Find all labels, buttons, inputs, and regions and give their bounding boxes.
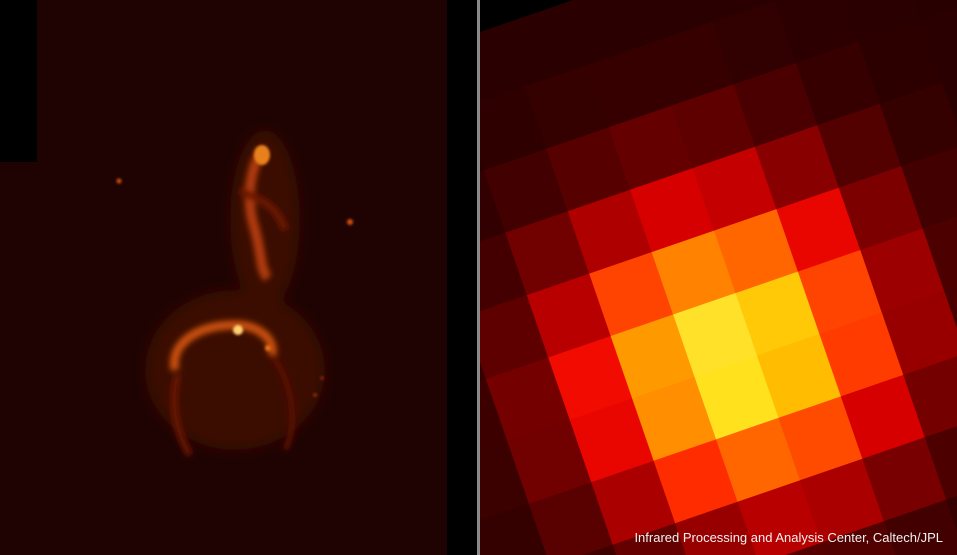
pixel-cell [480, 441, 530, 522]
pixel-cell [946, 496, 957, 531]
pixel-cell [840, 374, 926, 460]
pixel-cell [694, 355, 780, 440]
pixel-cell [480, 378, 508, 452]
pixel-cell [528, 482, 614, 555]
pixel-cell [881, 290, 957, 376]
pixel-cell [862, 437, 947, 522]
pixel-cell [634, 0, 713, 44]
pixel-cell [632, 376, 717, 462]
pixel-cell [714, 209, 799, 294]
pixel-cell [733, 62, 818, 148]
pixel-cell [774, 0, 859, 64]
pixel-cell [883, 499, 957, 555]
pixel-cell [903, 356, 957, 438]
low-res-pixel-image [480, 0, 957, 555]
pixel-cell [524, 64, 610, 150]
pixel-cell [503, 2, 588, 87]
no-data-region [0, 0, 37, 162]
pixel-cell [671, 84, 756, 169]
pixel-cell [589, 252, 674, 337]
pixel-cell [485, 357, 571, 442]
pixel-cell [692, 146, 777, 232]
pixel-cell [799, 458, 885, 544]
nebula-svg [116, 130, 353, 457]
pixel-cell [651, 230, 737, 315]
pixel-cell [944, 286, 957, 329]
pixel-cell [612, 523, 687, 555]
pixel-cell [860, 228, 945, 313]
pixel-cell [858, 19, 943, 105]
pixel-cell [920, 7, 957, 83]
pixel-cell [778, 396, 863, 481]
pixel-cell [704, 0, 775, 23]
pixel-cell [711, 0, 797, 85]
pixel-cell [797, 249, 883, 335]
pixel-cell [776, 187, 861, 272]
pixel-cell [480, 23, 526, 103]
pixel-cell [548, 335, 633, 421]
pixel-cell [608, 105, 694, 191]
panel-divider [477, 0, 480, 555]
pixel-cell [817, 103, 902, 189]
pixel-cell [483, 148, 569, 234]
image-credit: Infrared Processing and Analysis Center,… [634, 530, 943, 545]
pixel-cell [673, 292, 758, 378]
pixel-cell [901, 147, 957, 230]
pixel-cell [785, 542, 827, 555]
pixel-cell [630, 168, 715, 253]
pixel-cell [649, 21, 734, 107]
nebula-filaments [169, 147, 296, 457]
pixel-cell [480, 86, 547, 171]
pixel-cell [924, 426, 957, 501]
pixel-cell [838, 166, 924, 251]
pixel-cell [735, 271, 820, 356]
pixel-cell [480, 294, 549, 380]
pixel-grid-svg [480, 0, 957, 555]
pixel-cell [819, 312, 904, 397]
pixel-cell [526, 273, 612, 358]
pixel-cell [737, 480, 822, 555]
pixel-cell [480, 232, 528, 312]
pixel-cell [567, 189, 653, 275]
pixel-cell [546, 127, 631, 212]
pixel-cell [756, 333, 842, 419]
pixel-cell [942, 77, 957, 126]
pixel-cell [795, 41, 881, 126]
pixel-cell [587, 43, 672, 128]
pixel-cell [675, 501, 757, 555]
pixel-cell [879, 82, 957, 167]
pixel-cell [754, 125, 840, 210]
pixel-cell [591, 460, 676, 546]
pixel-cell [821, 521, 896, 555]
gap [447, 0, 477, 555]
pixel-cell [610, 314, 696, 399]
pixel-cell [922, 216, 957, 292]
pixel-cell [480, 503, 547, 555]
pixel-cell [716, 417, 801, 503]
pixel-cell [507, 419, 592, 505]
pixel-cell [505, 211, 590, 296]
nebula-image-high-res [0, 0, 447, 555]
pixel-cell [913, 0, 957, 21]
pixel-cell [582, 544, 617, 555]
pixel-cell [653, 439, 739, 524]
pixel-cell [480, 170, 506, 242]
pixel-cell [569, 398, 655, 483]
pixel-cell [844, 0, 922, 42]
bright-knots [116, 145, 353, 397]
pixel-cell [565, 0, 651, 66]
